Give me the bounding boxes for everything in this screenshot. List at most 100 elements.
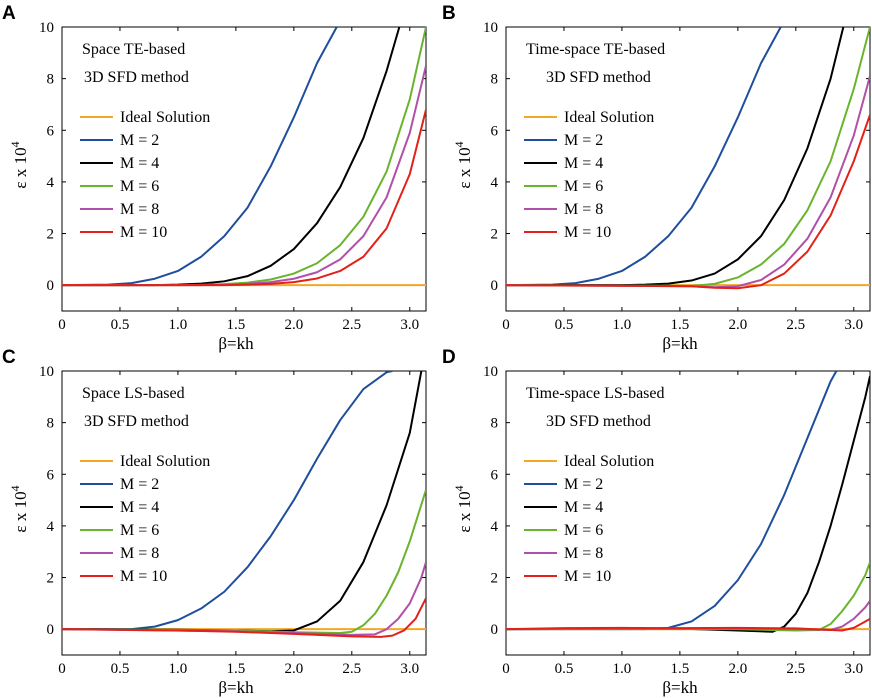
y-tick-label: 8 [491, 72, 499, 88]
x-tick-label: 3.0 [400, 661, 419, 677]
annotation-line-2: 3D SFD method [546, 69, 651, 86]
legend-label: M = 10 [120, 224, 167, 241]
legend-label: M = 4 [564, 155, 603, 172]
legend-label: M = 8 [564, 545, 603, 562]
y-tick-label: 4 [47, 175, 55, 191]
legend-label: M = 6 [564, 522, 603, 539]
x-axis-label: β=kh [662, 678, 698, 697]
curve-m-2 [62, 371, 393, 631]
y-axis-label-main: ε x 10 [455, 491, 474, 532]
x-tick-label: 1.0 [613, 661, 632, 677]
x-tick-label: 0.5 [555, 661, 574, 677]
x-tick-label: 3.0 [844, 661, 863, 677]
legend-label: M = 2 [120, 132, 159, 149]
x-tick-label: 1.5 [227, 317, 246, 333]
legend-label: M = 6 [564, 178, 603, 195]
y-tick-label: 10 [483, 364, 498, 380]
annotation-line-2: 3D SFD method [546, 413, 651, 430]
curve-m-8 [506, 75, 870, 289]
y-tick-label: 8 [47, 416, 55, 432]
x-tick-label: 2.0 [728, 661, 747, 677]
x-tick-label: 0 [58, 661, 66, 677]
x-tick-label: 2.0 [284, 317, 303, 333]
x-tick-label: 0 [502, 317, 510, 333]
legend-label: Ideal Solution [120, 453, 210, 470]
y-tick-label: 8 [47, 72, 55, 88]
y-tick-label: 4 [47, 519, 55, 535]
y-tick-label: 2 [491, 571, 499, 587]
curve-m-4 [506, 375, 870, 633]
curve-m-2 [506, 27, 782, 287]
y-tick-label: 10 [39, 20, 54, 36]
legend-label: Ideal Solution [564, 453, 654, 470]
legend-label: M = 10 [564, 224, 611, 241]
x-tick-label: 0 [502, 661, 510, 677]
y-tick-label: 2 [491, 227, 499, 243]
x-tick-label: 2.5 [786, 317, 805, 333]
y-tick-label: 0 [47, 622, 55, 638]
y-tick-label: 2 [47, 571, 55, 587]
annotation-line-1: Space TE-based [82, 41, 185, 58]
curves-group [62, 27, 426, 287]
curve-m-8 [506, 600, 870, 631]
curve-m-8 [62, 65, 426, 287]
y-tick-label: 6 [491, 123, 499, 139]
panel-letter: B [442, 3, 456, 24]
y-tick-label: 4 [491, 175, 499, 191]
x-tick-label: 2.0 [284, 661, 303, 677]
y-axis-label-exponent: 4 [452, 141, 466, 147]
panel-letter: A [2, 3, 16, 24]
x-tick-label: 2.5 [786, 661, 805, 677]
x-tick-label: 1.5 [227, 661, 246, 677]
y-tick-label: 10 [483, 20, 498, 36]
curve-m-6 [506, 27, 870, 287]
legend-label: M = 6 [120, 522, 159, 539]
curve-m-4 [506, 27, 845, 287]
x-axis-label: β=kh [218, 678, 254, 697]
curve-m-8 [62, 561, 426, 636]
y-tick-label: 2 [47, 227, 55, 243]
legend-label: M = 8 [564, 201, 603, 218]
curve-m-10 [62, 597, 426, 638]
legend-label: M = 4 [564, 499, 603, 516]
curves-group [506, 27, 870, 290]
legend-label: M = 2 [564, 476, 603, 493]
x-tick-label: 0.5 [555, 317, 574, 333]
y-axis-label-main: ε x 10 [455, 147, 474, 188]
curve-m-10 [62, 109, 426, 287]
y-tick-label: 0 [491, 622, 499, 638]
legend-label: Ideal Solution [120, 109, 210, 126]
legend-label: M = 4 [120, 499, 159, 516]
x-axis-label: β=kh [662, 334, 698, 353]
y-axis-label-exponent: 4 [8, 141, 22, 147]
x-tick-label: 2.0 [728, 317, 747, 333]
legend-label: M = 10 [564, 568, 611, 585]
y-tick-label: 8 [491, 416, 499, 432]
x-tick-label: 1.0 [169, 317, 188, 333]
legend-label: M = 2 [564, 132, 603, 149]
annotation-line-1: Space LS-based [82, 385, 185, 402]
y-tick-label: 6 [47, 467, 55, 483]
x-tick-label: 1.5 [671, 317, 690, 333]
curve-m-2 [62, 27, 338, 287]
y-axis-label-main: ε x 10 [11, 147, 30, 188]
legend-label: M = 8 [120, 545, 159, 562]
y-axis-label-main: ε x 10 [11, 491, 30, 532]
legend-label: M = 8 [120, 201, 159, 218]
annotation-line-2: 3D SFD method [84, 69, 189, 86]
x-axis-label: β=kh [218, 334, 254, 353]
annotation-line-1: Time-space TE-based [526, 41, 665, 58]
x-tick-label: 2.5 [342, 317, 361, 333]
plot-frame [61, 26, 427, 312]
curves-group [62, 371, 426, 638]
y-tick-label: 0 [491, 278, 499, 294]
x-tick-label: 0.5 [111, 661, 130, 677]
y-axis-label-exponent: 4 [452, 485, 466, 491]
plot-frame [505, 26, 871, 312]
panel-letter: C [2, 347, 16, 368]
y-axis-label: ε x 104 [452, 141, 474, 188]
x-tick-label: 1.5 [671, 661, 690, 677]
y-axis-label-exponent: 4 [8, 485, 22, 491]
